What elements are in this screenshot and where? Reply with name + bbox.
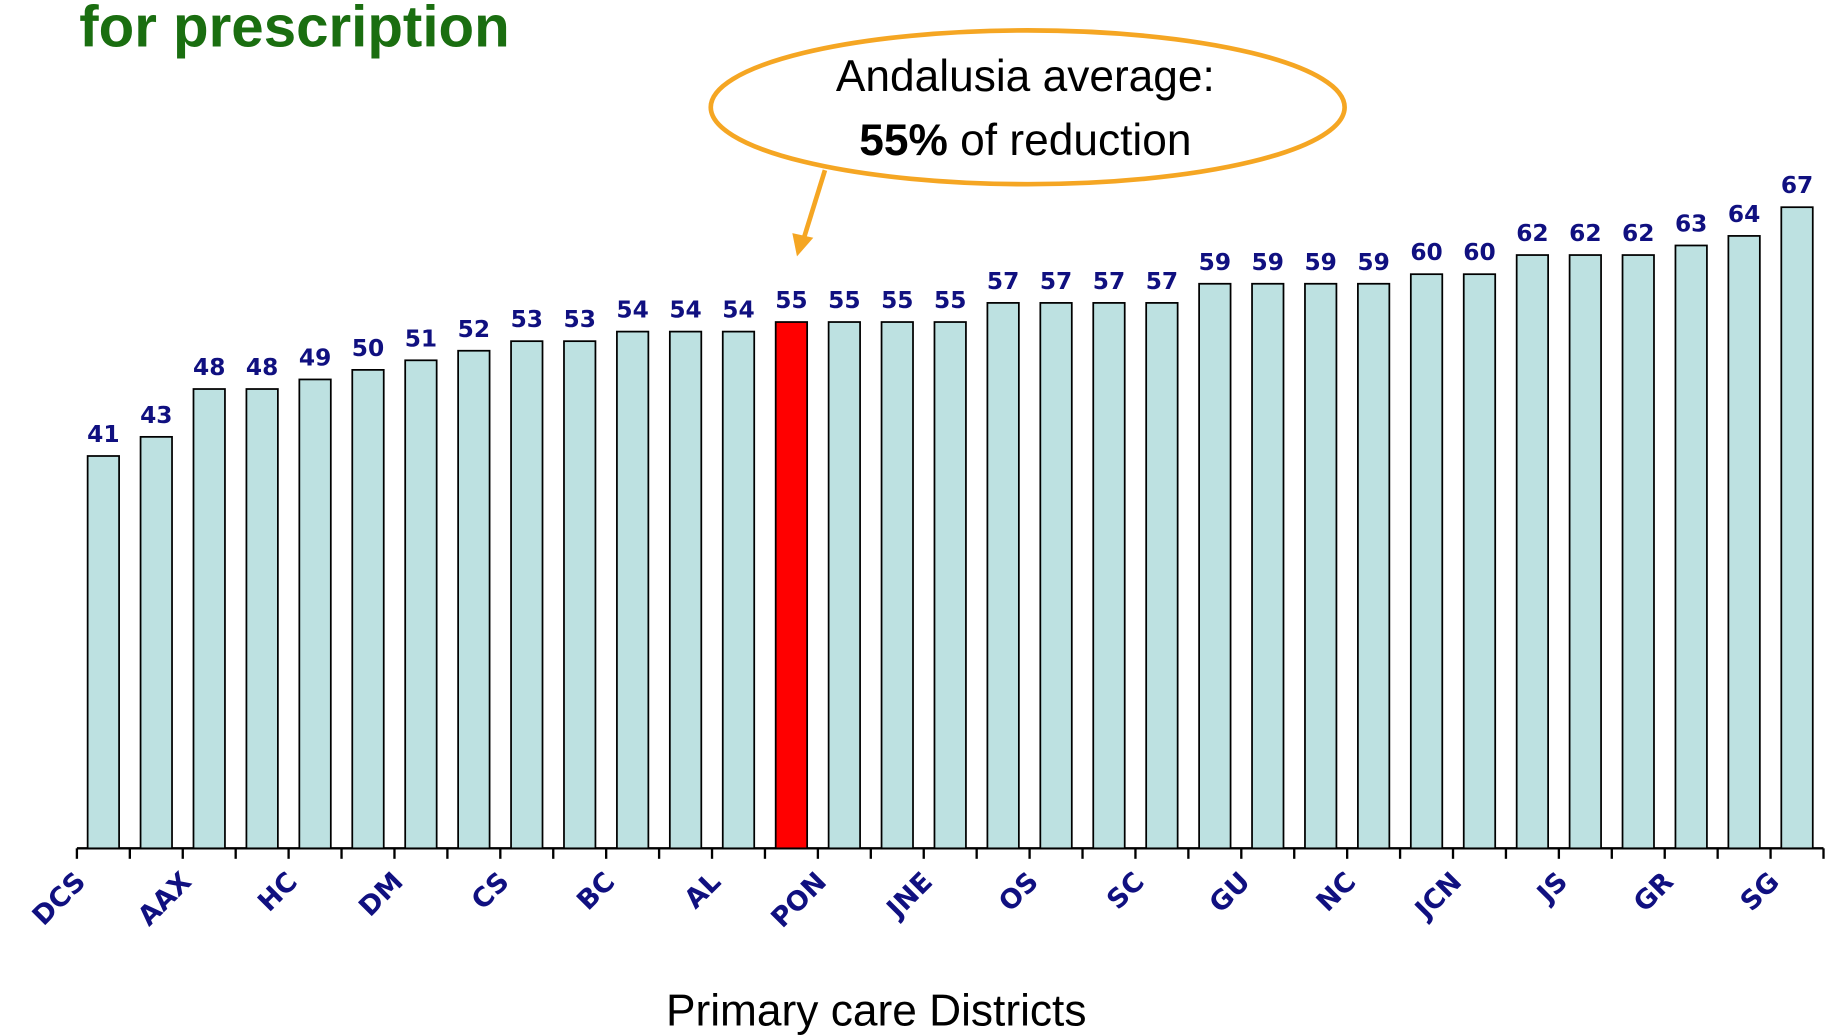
- value-label: 55: [881, 287, 913, 314]
- bar: [616, 330, 650, 850]
- bar: [1515, 254, 1550, 850]
- bar: [510, 340, 544, 850]
- value-label: 59: [1199, 249, 1231, 276]
- bar: [933, 321, 967, 850]
- value-label: 64: [1728, 201, 1760, 228]
- bar: [721, 330, 756, 850]
- value-label: 54: [722, 297, 754, 324]
- value-label: 60: [1463, 239, 1495, 266]
- value-label: 67: [1781, 172, 1813, 199]
- value-label: 60: [1410, 239, 1442, 266]
- bar: [192, 388, 226, 850]
- bar: [774, 321, 809, 850]
- chart-title: for prescription: [79, 0, 509, 60]
- x-tick-label: OS: [993, 866, 1045, 918]
- value-label: 50: [352, 335, 384, 362]
- bar: [404, 359, 438, 850]
- value-label: 53: [511, 306, 543, 333]
- value-label: 55: [775, 287, 807, 314]
- x-tick-label: JNE: [880, 866, 939, 925]
- bar: [1357, 282, 1391, 850]
- bar: [1198, 282, 1232, 850]
- callout-arrow: [801, 169, 828, 239]
- value-label: 51: [405, 325, 437, 352]
- bar: [668, 330, 703, 850]
- bar: [1251, 282, 1285, 850]
- callout-bubble: [708, 28, 1347, 187]
- bar: [1145, 302, 1179, 850]
- callout-bold: 55%: [859, 116, 948, 165]
- value-label: 57: [1146, 268, 1178, 295]
- x-tick-label: HC: [252, 866, 304, 918]
- value-label: 63: [1675, 210, 1707, 237]
- x-tick-label: GR: [1628, 866, 1680, 918]
- bar: [298, 378, 332, 850]
- value-label: 55: [934, 287, 966, 314]
- x-tick-label: SC: [1101, 866, 1150, 915]
- x-tick-label: JCN: [1408, 866, 1468, 926]
- value-label: 43: [140, 402, 172, 429]
- value-label: 57: [987, 268, 1019, 295]
- value-label: 48: [193, 354, 225, 381]
- x-tick-label: DM: [353, 866, 409, 922]
- bar: [563, 340, 597, 850]
- value-label: 59: [1304, 249, 1336, 276]
- bar: [1674, 244, 1708, 850]
- value-label: 59: [1357, 249, 1389, 276]
- bar: [1568, 254, 1602, 850]
- bar: [139, 435, 173, 850]
- bar: [880, 321, 914, 850]
- callout-line: Andalusia average:: [836, 52, 1215, 101]
- x-tick-label: JS: [1530, 866, 1574, 910]
- bar: [1621, 254, 1655, 850]
- x-axis-label: Primary care Districts: [666, 986, 1087, 1035]
- bar: [457, 349, 491, 850]
- value-label: 62: [1622, 220, 1654, 247]
- bar: [1409, 273, 1444, 850]
- bar: [1304, 282, 1338, 850]
- bar: [351, 369, 385, 850]
- value-label: 57: [1040, 268, 1072, 295]
- value-label: 54: [669, 297, 701, 324]
- x-tick-label: AL: [678, 866, 727, 915]
- value-label: 62: [1516, 220, 1548, 247]
- x-tick-label: PON: [765, 866, 833, 934]
- callout-line: 55% of reduction: [859, 116, 1191, 165]
- x-tick-label: DCS: [26, 866, 92, 932]
- x-tick-label: GU: [1204, 866, 1257, 919]
- callout-rest: of reduction: [948, 116, 1192, 165]
- bar: [1780, 206, 1814, 850]
- value-label: 62: [1569, 220, 1601, 247]
- x-tick-label: CS: [466, 866, 516, 916]
- value-label: 52: [458, 316, 490, 343]
- bar: [1727, 235, 1761, 850]
- bar: [245, 388, 279, 850]
- value-label: 57: [1093, 268, 1125, 295]
- value-label: 53: [564, 306, 596, 333]
- callout-arrowhead: [792, 233, 814, 257]
- value-label: 49: [299, 344, 331, 371]
- value-label: 59: [1252, 249, 1284, 276]
- bar: [986, 302, 1020, 850]
- bar: [1462, 273, 1497, 850]
- value-label: 55: [828, 287, 860, 314]
- bar: [86, 455, 120, 850]
- bar: [827, 321, 861, 850]
- bar: [1092, 302, 1126, 850]
- value-label: 41: [87, 421, 119, 448]
- value-label: 48: [246, 354, 278, 381]
- x-tick-label: BC: [571, 866, 621, 916]
- value-label: 54: [616, 297, 648, 324]
- x-tick-label: SG: [1735, 866, 1786, 917]
- x-tick-label: NC: [1311, 866, 1363, 918]
- bar: [1039, 302, 1073, 850]
- x-tick-label: AAX: [132, 866, 198, 932]
